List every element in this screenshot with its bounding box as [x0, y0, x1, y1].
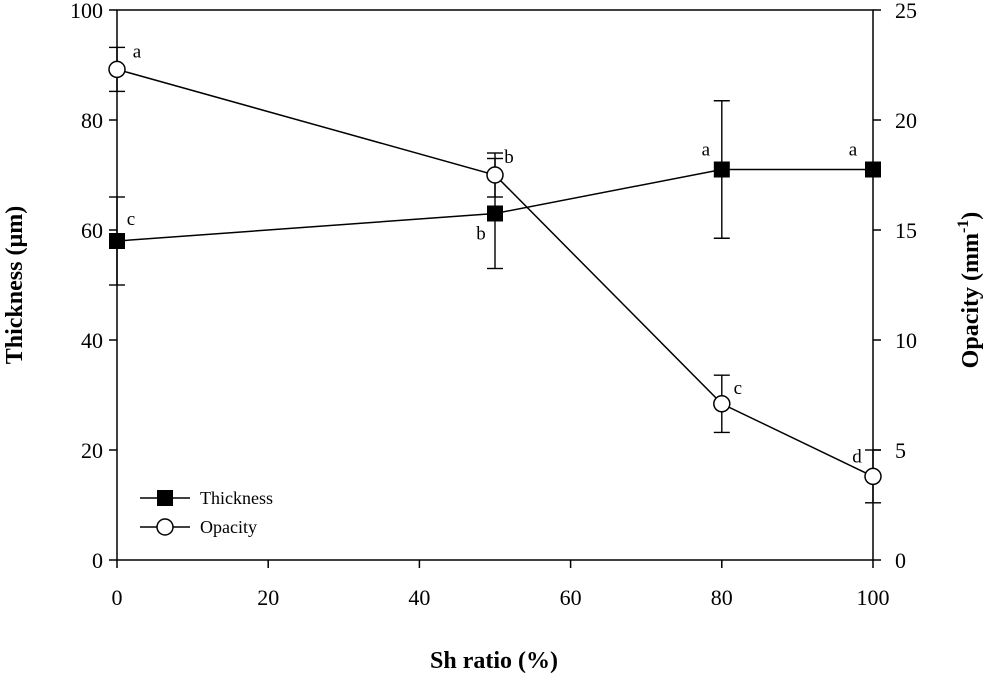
legend-item-thickness: Thickness	[140, 488, 273, 508]
plot-frame	[116, 9, 874, 561]
significance-label-opacity: b	[504, 147, 514, 168]
x-tick-label: 40	[408, 585, 430, 610]
y-tick-label: 80	[81, 108, 103, 133]
marker-opacity	[108, 60, 126, 79]
y2-tick-label: 20	[895, 108, 917, 133]
marker-thickness	[865, 161, 881, 178]
marker-opacity	[864, 467, 882, 486]
marker-thickness	[487, 205, 503, 222]
series-layer: c b a a a b c d	[108, 41, 882, 504]
y-axis-title: Thickness (µm)	[2, 206, 28, 365]
x-tick-label: 100	[857, 585, 890, 610]
legend-item-opacity: Opacity	[140, 517, 257, 537]
y-tick-label: 0	[92, 548, 103, 573]
y-tick-label: 100	[70, 0, 103, 23]
significance-label-opacity: d	[852, 446, 862, 467]
y-tick-labels: 0 20 40 60 80 100	[70, 0, 103, 573]
y2-tick-label: 15	[895, 218, 917, 243]
significance-label-opacity: a	[133, 41, 142, 62]
y-tick-label: 20	[81, 438, 103, 463]
legend-label-opacity: Opacity	[200, 517, 257, 537]
y2-tick-label: 0	[895, 548, 906, 573]
y2-axis-title-superscript: -1	[955, 220, 972, 233]
significance-label-opacity: c	[734, 378, 742, 399]
y2-tick-label: 10	[895, 328, 917, 353]
y-tick-label: 40	[81, 328, 103, 353]
y2-axis-title-close: )	[958, 212, 984, 220]
series-line-opacity	[116, 68, 874, 478]
significance-label-thickness: a	[702, 140, 711, 161]
y2-axis-title-main: Opacity (mm	[958, 233, 984, 368]
significance-label-thickness: b	[476, 224, 486, 245]
x-axis-title: Sh ratio (%)	[430, 648, 558, 673]
x-tick-label: 0	[112, 585, 123, 610]
x-tick-labels: 0 20 40 60 80 100	[112, 585, 890, 610]
marker-opacity	[486, 166, 504, 184]
series-thickness: c b a a	[109, 100, 881, 286]
legend-marker-opacity	[156, 518, 174, 536]
y-tick-label: 60	[81, 218, 103, 243]
y2-tick-label: 25	[895, 0, 917, 23]
y2-axis-title: Opacity (mm-1)	[955, 212, 984, 369]
series-opacity: a b c d	[108, 41, 882, 504]
y2-tick-labels: 0 5 10 15 20 25	[895, 0, 917, 573]
legend-marker-thickness	[157, 490, 173, 506]
x-tick-label: 60	[560, 585, 582, 610]
marker-opacity	[713, 395, 731, 413]
y2-tick-label: 5	[895, 438, 906, 463]
legend: Thickness Opacity	[140, 488, 273, 537]
x-tick-label: 80	[711, 585, 733, 610]
legend-label-thickness: Thickness	[200, 488, 273, 508]
marker-thickness	[713, 161, 730, 178]
marker-thickness	[109, 233, 125, 249]
x-tick-label: 20	[257, 585, 279, 610]
series-line-thickness	[116, 168, 873, 242]
significance-label-thickness: a	[849, 140, 858, 161]
axes	[109, 9, 881, 568]
significance-label-thickness: c	[127, 209, 135, 230]
